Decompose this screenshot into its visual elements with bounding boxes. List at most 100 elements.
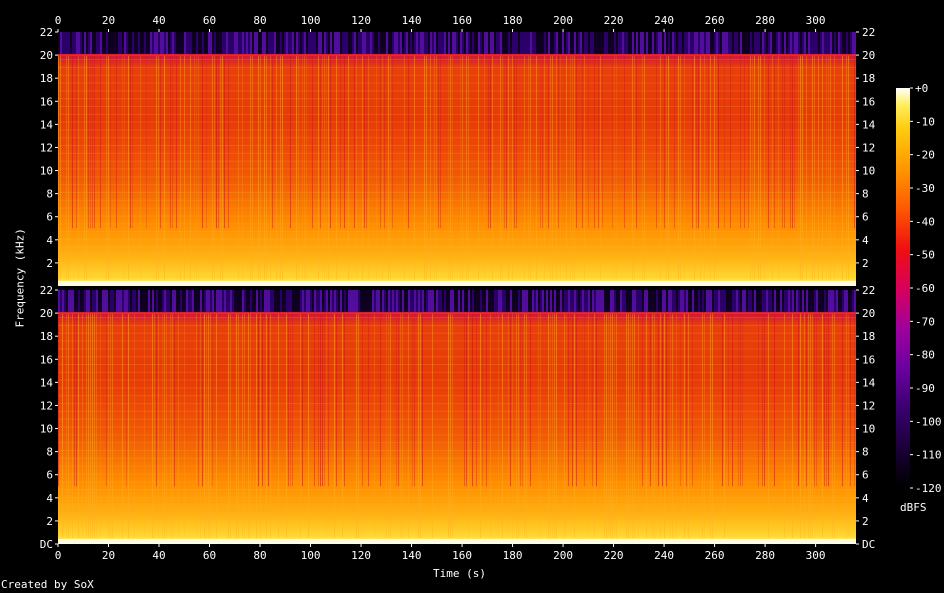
time-streak <box>518 313 519 538</box>
hf-band-column <box>836 290 838 313</box>
time-streak <box>122 55 123 280</box>
hf-band-column <box>328 32 330 55</box>
harmonic-line <box>58 137 856 139</box>
hf-band-column <box>422 290 424 313</box>
time-streak <box>822 313 823 538</box>
hf-band-column <box>512 32 514 55</box>
hf-band-column <box>780 290 782 313</box>
time-streak <box>630 313 631 538</box>
hf-band-column <box>742 32 744 55</box>
time-streak <box>172 313 173 538</box>
hf-band-column <box>116 290 118 313</box>
hf-band-column <box>260 32 262 55</box>
hf-band-column <box>254 32 256 55</box>
hf-band-column <box>152 32 154 55</box>
hf-band-column <box>196 32 198 55</box>
hf-band-column <box>98 290 100 313</box>
y-tick-label-right: 4 <box>862 492 869 505</box>
colorbar-tick-label: -70 <box>915 315 935 328</box>
x-tick-label-bottom: 240 <box>654 549 674 562</box>
hf-band-column <box>242 290 244 313</box>
time-streak <box>140 55 141 280</box>
time-streak <box>810 313 811 538</box>
time-streak <box>344 55 345 229</box>
hf-band-column <box>194 32 196 55</box>
hf-band-column <box>822 290 824 313</box>
y-tick-label-left: 22 <box>40 284 53 297</box>
spectrogram-channel-2 <box>58 290 856 544</box>
time-streak <box>258 55 259 280</box>
hf-band-column <box>280 32 282 55</box>
time-streak <box>828 313 829 487</box>
time-streak <box>408 313 409 538</box>
hf-band-column <box>850 32 852 55</box>
hf-band-column <box>722 32 724 55</box>
hf-band-column <box>500 32 502 55</box>
hf-band-column <box>496 290 498 313</box>
hf-band-column <box>66 32 68 55</box>
hf-band-column <box>766 290 768 313</box>
cutoff-edge <box>58 312 856 315</box>
time-streak <box>128 55 129 280</box>
time-streak <box>814 55 815 280</box>
hf-band-column <box>510 32 512 55</box>
hf-band-column <box>114 32 116 55</box>
y-tick-label-right: 12 <box>862 141 875 154</box>
harmonic-line <box>58 403 856 405</box>
hf-band-column <box>810 290 812 313</box>
time-streak <box>468 313 469 538</box>
time-streak <box>302 313 303 487</box>
time-streak <box>402 313 403 538</box>
y-tick-label-left: 12 <box>40 399 53 412</box>
hf-band-column <box>200 290 202 313</box>
time-streak <box>214 55 215 280</box>
hf-band-column <box>308 32 310 55</box>
harmonic-line <box>58 145 856 147</box>
y-tick-label-right: 10 <box>862 165 875 178</box>
hf-band-column <box>678 290 680 313</box>
time-streak <box>90 313 91 538</box>
hf-band-column <box>288 290 290 313</box>
time-streak <box>744 55 745 229</box>
hf-band-column <box>220 290 222 313</box>
hf-band-column <box>158 32 160 55</box>
hf-band-column <box>486 290 488 313</box>
hf-band-column <box>584 32 586 55</box>
x-tick-label-bottom: 300 <box>806 549 826 562</box>
time-streak <box>390 55 391 280</box>
time-streak <box>132 55 133 229</box>
hf-band-column <box>844 32 846 55</box>
harmonic-line <box>58 160 856 162</box>
time-streak <box>634 55 635 280</box>
hf-band-column <box>458 32 460 55</box>
time-streak <box>662 313 663 487</box>
hf-band-column <box>834 290 836 313</box>
time-streak <box>466 313 467 487</box>
hf-band-column <box>632 290 634 313</box>
hf-band-column <box>658 32 660 55</box>
hf-band-column <box>62 32 64 55</box>
hf-band-column <box>130 290 132 313</box>
harmonic-line <box>58 192 856 193</box>
time-streak <box>400 313 401 538</box>
time-streak <box>594 55 595 229</box>
time-streak <box>134 313 135 538</box>
time-streak <box>436 55 437 280</box>
time-streak <box>704 313 705 538</box>
hf-band-column <box>654 290 656 313</box>
time-streak <box>476 313 477 487</box>
time-streak <box>344 313 345 487</box>
time-streak <box>634 313 635 538</box>
dc-band <box>58 281 856 286</box>
y-tick-label-right: 14 <box>862 118 876 131</box>
time-streak <box>328 55 329 280</box>
time-streak <box>778 55 779 280</box>
hf-band-column <box>654 32 656 55</box>
hf-band-column <box>660 32 662 55</box>
hf-band-column <box>298 32 300 55</box>
hf-band-column <box>476 32 478 55</box>
time-streak <box>264 55 265 280</box>
hf-band-column <box>752 32 754 55</box>
hf-band-column <box>160 290 162 313</box>
hf-band-column <box>816 290 818 313</box>
